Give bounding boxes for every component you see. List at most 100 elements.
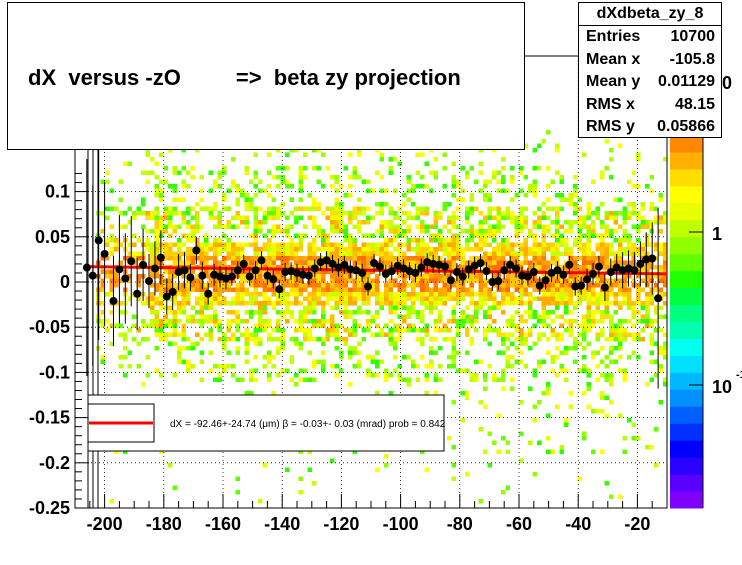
heatmap-cell <box>105 269 110 274</box>
heatmap-cell <box>537 143 542 148</box>
heatmap-cell <box>154 161 159 166</box>
heatmap-cell <box>141 224 146 229</box>
heatmap-cell <box>105 256 110 261</box>
heatmap-cell <box>654 305 659 310</box>
heatmap-cell <box>361 301 366 306</box>
heatmap-cell <box>528 278 533 283</box>
heatmap-cell <box>532 278 537 283</box>
heatmap-cell <box>663 355 668 360</box>
heatmap-cell <box>532 314 537 319</box>
heatmap-cell <box>312 242 317 247</box>
heatmap-cell <box>591 301 596 306</box>
heatmap-cell <box>150 269 155 274</box>
heatmap-cell <box>424 323 429 328</box>
heatmap-cell <box>501 350 506 355</box>
heatmap-cell <box>339 184 344 189</box>
profile-point <box>589 269 597 278</box>
heatmap-cell <box>505 301 510 306</box>
heatmap-cell <box>465 391 470 396</box>
heatmap-cell <box>388 328 393 333</box>
heatmap-cell <box>645 323 650 328</box>
heatmap-cell <box>663 283 668 288</box>
heatmap-cell <box>582 337 587 342</box>
colorbar-exponent-label: -1 <box>736 369 742 381</box>
heatmap-cell <box>582 260 587 265</box>
profile-point <box>541 276 550 285</box>
heatmap-cell <box>424 364 429 369</box>
heatmap-cell <box>582 215 587 220</box>
heatmap-cell <box>523 247 528 252</box>
heatmap-cell <box>478 233 483 238</box>
heatmap-cell <box>613 332 618 337</box>
heatmap-cell <box>316 256 321 261</box>
heatmap-cell <box>496 377 501 382</box>
heatmap-cell <box>325 287 330 292</box>
heatmap-cell <box>411 278 416 283</box>
heatmap-cell <box>528 386 533 391</box>
heatmap-cell <box>541 238 546 243</box>
heatmap-cell <box>568 251 573 256</box>
heatmap-cell <box>357 364 362 369</box>
heatmap-cell <box>159 323 164 328</box>
heatmap-cell <box>469 287 474 292</box>
heatmap-cell <box>456 319 461 324</box>
heatmap-cell <box>312 292 317 297</box>
x-tick-label: -160 <box>205 514 241 534</box>
heatmap-cell <box>217 377 222 382</box>
heatmap-cell <box>267 211 272 216</box>
heatmap-cell <box>546 229 551 234</box>
heatmap-cell <box>573 206 578 211</box>
heatmap-cell <box>532 184 537 189</box>
heatmap-cell <box>195 283 200 288</box>
heatmap-cell <box>321 274 326 279</box>
heatmap-cell <box>366 274 371 279</box>
heatmap-cell <box>244 337 249 342</box>
heatmap-cell <box>280 341 285 346</box>
heatmap-cell <box>424 328 429 333</box>
heatmap-cell <box>532 287 537 292</box>
heatmap-cell <box>352 283 357 288</box>
heatmap-cell <box>424 377 429 382</box>
heatmap-cell <box>465 211 470 216</box>
heatmap-cell <box>636 269 641 274</box>
heatmap-cell <box>631 251 636 256</box>
heatmap-cell <box>298 233 303 238</box>
heatmap-cell <box>240 274 245 279</box>
heatmap-cell <box>330 458 335 463</box>
heatmap-cell <box>334 260 339 265</box>
heatmap-cell <box>312 202 317 207</box>
heatmap-cell <box>582 332 587 337</box>
heatmap-cell <box>600 359 605 364</box>
heatmap-cell <box>271 211 276 216</box>
heatmap-cell <box>127 364 132 369</box>
heatmap-cell <box>213 287 218 292</box>
stats-label: Mean x <box>586 50 641 68</box>
heatmap-cell <box>627 319 632 324</box>
heatmap-cell <box>451 247 456 252</box>
heatmap-cell <box>654 359 659 364</box>
heatmap-cell <box>199 283 204 288</box>
heatmap-cell <box>600 256 605 261</box>
heatmap-cell <box>505 274 510 279</box>
heatmap-cell <box>483 260 488 265</box>
heatmap-cell <box>249 197 254 202</box>
stats-row-mean-x: Mean x -105.8 <box>579 49 721 72</box>
heatmap-cell <box>258 323 263 328</box>
heatmap-cell <box>613 238 618 243</box>
heatmap-cell <box>406 292 411 297</box>
stats-row-rms-y: RMS y 0.05866 <box>579 116 721 139</box>
heatmap-cell <box>294 215 299 220</box>
heatmap-cell <box>285 278 290 283</box>
heatmap-cell <box>586 296 591 301</box>
heatmap-cell <box>487 242 492 247</box>
heatmap-cell <box>451 364 456 369</box>
heatmap-cell <box>658 364 663 369</box>
heatmap-cell <box>303 337 308 342</box>
heatmap-cell <box>429 301 434 306</box>
heatmap-cell <box>523 143 528 148</box>
heatmap-cell <box>519 337 524 342</box>
heatmap-cell <box>505 238 510 243</box>
heatmap-cell <box>523 337 528 342</box>
heatmap-cell <box>456 215 461 220</box>
heatmap-cell <box>276 319 281 324</box>
